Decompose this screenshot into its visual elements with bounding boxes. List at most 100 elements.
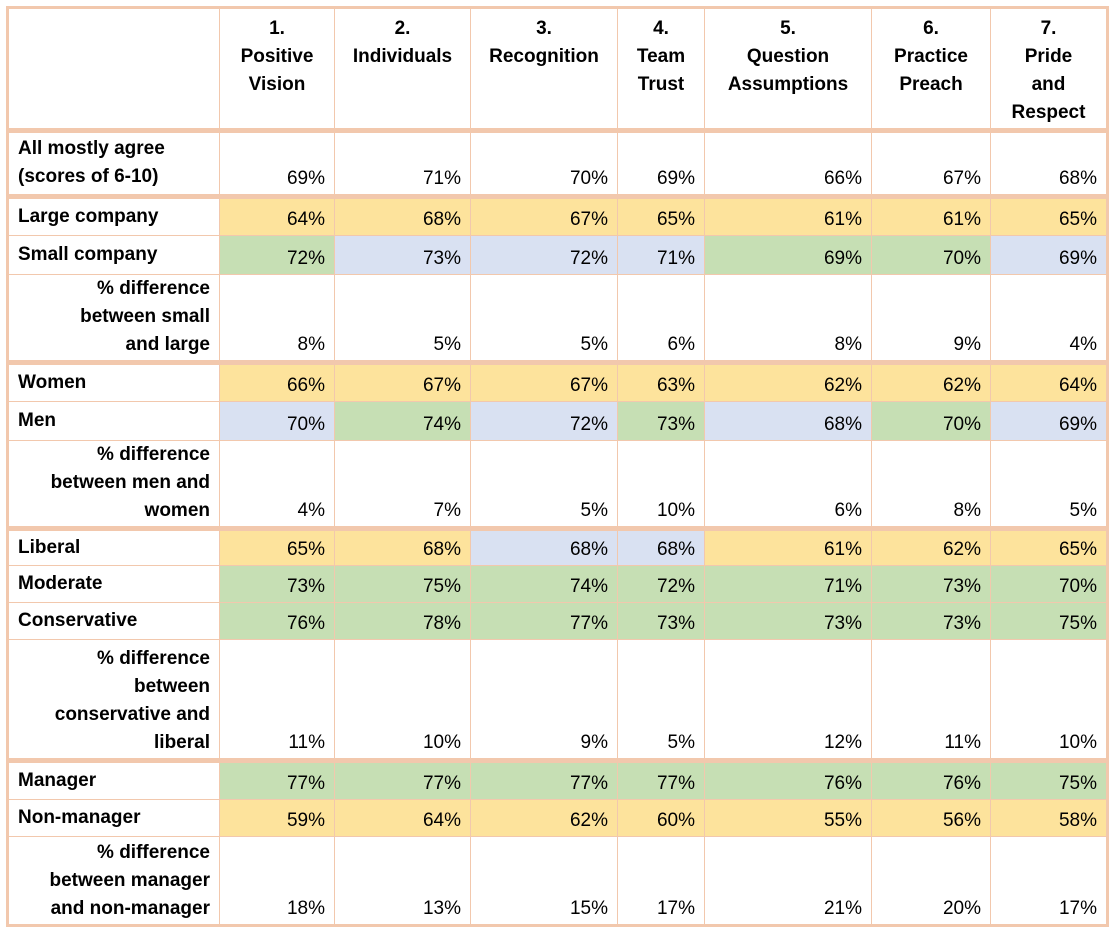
value-cell: 13% <box>334 836 471 926</box>
value-cell: 66% <box>704 130 872 199</box>
value-cell: 72% <box>219 235 335 275</box>
value-cell: 77% <box>334 760 471 800</box>
column-number: 5. <box>780 18 796 39</box>
value-cell: 62% <box>871 528 991 566</box>
value-cell: 67% <box>871 130 991 199</box>
row-label-line: All mostly agree <box>18 138 165 159</box>
row-label-line: % difference <box>97 444 210 465</box>
table-body: All mostly agree (scores of 6-10) 69% 71% 70… <box>7 130 1108 926</box>
row-label-line: conservative and <box>54 704 210 725</box>
row-label: % difference between manager and non-manag… <box>7 836 220 926</box>
value-cell: 17% <box>990 836 1108 926</box>
value-cell: 69% <box>990 235 1108 275</box>
table-row: Men 70% 74% 72% 73% 68% 70% 69% <box>7 401 1108 441</box>
value-cell: 65% <box>219 528 335 566</box>
value-cell: 68% <box>617 528 705 566</box>
value-cell: 73% <box>617 602 705 640</box>
difference-row: % difference between manager and non-manag… <box>7 836 1108 926</box>
value-cell: 4% <box>990 274 1108 365</box>
value-cell: 77% <box>219 760 335 800</box>
value-cell: 5% <box>617 639 705 763</box>
value-cell: 8% <box>871 440 991 531</box>
table-row: Women 66% 67% 67% 63% 62% 62% 64% <box>7 362 1108 402</box>
column-title-line: Positive <box>240 46 314 67</box>
value-cell: 62% <box>470 799 618 837</box>
row-label-line: Conservative <box>18 609 138 631</box>
row-label-line: between men and <box>50 472 210 493</box>
value-cell: 9% <box>470 639 618 763</box>
value-cell: 65% <box>617 196 705 236</box>
column-header: 1. Positive Vision <box>219 7 335 133</box>
column-title-line: Pride <box>1024 46 1073 67</box>
column-title-line: Question <box>746 46 830 67</box>
value-cell: 73% <box>704 602 872 640</box>
value-cell: 73% <box>219 565 335 603</box>
value-cell: 65% <box>990 196 1108 236</box>
row-label-line: between small <box>80 306 210 327</box>
value-cell: 71% <box>334 130 471 199</box>
value-cell: 12% <box>704 639 872 763</box>
row-label-line: % difference <box>97 278 210 299</box>
table-row: Moderate 73% 75% 74% 72% 71% 73% 70% <box>7 565 1108 603</box>
row-label-line: Large company <box>18 205 159 227</box>
value-cell: 70% <box>871 235 991 275</box>
value-cell: 67% <box>470 362 618 402</box>
column-number: 2. <box>394 18 411 39</box>
row-label-line: Moderate <box>18 572 103 594</box>
value-cell: 64% <box>219 196 335 236</box>
value-cell: 66% <box>219 362 335 402</box>
column-title-line: Vision <box>248 74 306 95</box>
value-cell: 76% <box>871 760 991 800</box>
row-label: % difference between conservative and liber… <box>7 639 220 763</box>
row-label: Men <box>7 401 220 441</box>
value-cell: 69% <box>990 401 1108 441</box>
row-label-line: women <box>144 500 210 521</box>
column-header: 6. Practice Preach <box>871 7 991 133</box>
row-label: Moderate <box>7 565 220 603</box>
row-label: % difference between small and large <box>7 274 220 365</box>
value-cell: 72% <box>617 565 705 603</box>
value-cell: 68% <box>470 528 618 566</box>
value-cell: 4% <box>219 440 335 531</box>
column-title-line: Preach <box>899 74 963 95</box>
value-cell: 70% <box>219 401 335 441</box>
column-title-line: Team <box>636 46 686 67</box>
value-cell: 67% <box>334 362 471 402</box>
value-cell: 5% <box>470 440 618 531</box>
value-cell: 7% <box>334 440 471 531</box>
value-cell: 70% <box>990 565 1108 603</box>
row-label-line: between manager <box>49 870 211 891</box>
row-label: Liberal <box>7 528 220 566</box>
value-cell: 74% <box>470 565 618 603</box>
value-cell: 61% <box>704 196 872 236</box>
column-number: 4. <box>653 18 669 39</box>
column-title-line: and <box>1031 74 1066 95</box>
value-cell: 68% <box>334 196 471 236</box>
column-number: 1. <box>269 18 285 39</box>
value-cell: 61% <box>871 196 991 236</box>
value-cell: 11% <box>219 639 335 763</box>
row-label-line: Men <box>18 409 56 431</box>
row-label-line: Manager <box>18 769 97 791</box>
row-label-line: between <box>133 676 210 697</box>
value-cell: 62% <box>704 362 872 402</box>
value-cell: 76% <box>704 760 872 800</box>
value-cell: 59% <box>219 799 335 837</box>
row-label-line: and large <box>125 334 210 355</box>
value-cell: 18% <box>219 836 335 926</box>
column-title-line: Practice <box>894 46 968 67</box>
table-row: Large company 64% 68% 67% 65% 61% 61% 65% <box>7 196 1108 236</box>
value-cell: 68% <box>704 401 872 441</box>
table-row: Liberal 65% 68% 68% 68% 61% 62% 65% <box>7 528 1108 566</box>
value-cell: 65% <box>990 528 1108 566</box>
value-cell: 20% <box>871 836 991 926</box>
value-cell: 75% <box>334 565 471 603</box>
difference-row: % difference between men and women 4% 7% 5% 10… <box>7 440 1108 531</box>
difference-row: % difference between small and large 8% 5% 5%… <box>7 274 1108 365</box>
value-cell: 9% <box>871 274 991 365</box>
value-cell: 6% <box>704 440 872 531</box>
value-cell: 58% <box>990 799 1108 837</box>
column-number: 6. <box>923 18 939 39</box>
value-cell: 64% <box>990 362 1108 402</box>
value-cell: 5% <box>334 274 471 365</box>
